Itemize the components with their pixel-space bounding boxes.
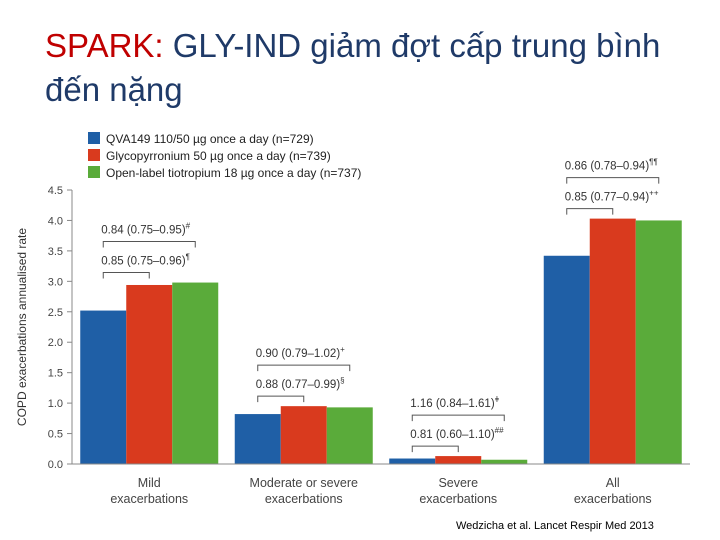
y-tick-label: 0.5 <box>48 429 63 441</box>
y-tick-label: 3.0 <box>48 276 63 288</box>
legend-label-2: Glycopyrronium 50 µg once a day (n=739) <box>106 149 331 163</box>
bar-series1-cat3 <box>389 458 436 464</box>
rate-ratio-label-6: 0.81 (0.60–1.10)## <box>410 426 504 441</box>
rate-ratio-label-1: 0.84 (0.75–0.95)# <box>101 222 190 237</box>
comparison-bracket-3 <box>257 364 351 372</box>
rate-ratio-label-5: 1.16 (0.84–1.61)ǂ <box>410 395 499 410</box>
significance-mark-4: § <box>340 376 344 385</box>
rate-ratio-label-4: 0.88 (0.77–0.99)§ <box>256 376 345 391</box>
slide-title: SPARK: GLY-IND giảm đợt cấp trung bình đ… <box>45 24 705 112</box>
chart-legend: QVA149 110/50 µg once a day (n=729) Glyco… <box>88 132 361 180</box>
exacerbation-bar-chart: QVA149 110/50 µg once a day (n=729) Glyco… <box>15 132 690 506</box>
x-category-label: Moderate or severe <box>250 476 358 490</box>
y-axis-label: COPD exacerbations annualised rate <box>15 228 29 426</box>
significance-mark-3: + <box>340 345 345 354</box>
y-tick-label: 2.0 <box>48 337 63 349</box>
bar-series2-cat3 <box>435 456 482 464</box>
rate-ratio-label-8: 0.85 (0.77–0.94)++ <box>565 189 659 204</box>
y-tick-label: 1.5 <box>48 368 63 380</box>
significance-mark-6: ## <box>495 426 504 435</box>
rate-ratio-label-3: 0.90 (0.79–1.02)+ <box>256 345 345 360</box>
y-tick-label: 2.5 <box>48 307 63 319</box>
bar-series3-cat4 <box>635 220 682 464</box>
y-tick-label: 3.5 <box>48 246 63 258</box>
title-rest: GLY-IND giảm đợt cấp trung bình đến nặng <box>45 27 661 108</box>
y-tick-label: 1.0 <box>48 398 63 410</box>
bar-series3-cat2 <box>326 407 373 464</box>
y-tick-label: 4.5 <box>48 185 63 197</box>
significance-mark-2: ¶ <box>186 253 190 262</box>
x-category-label: Mild <box>138 476 161 490</box>
x-category-label: exacerbations <box>574 492 652 506</box>
x-category-label: exacerbations <box>265 492 343 506</box>
citation: Wedzicha et al. Lancet Respir Med 2013 <box>456 520 654 532</box>
x-category-label: Severe <box>438 476 478 490</box>
comparison-bracket-1 <box>102 241 196 248</box>
title-prefix: SPARK: <box>45 27 164 64</box>
comparison-bracket-6 <box>411 445 459 453</box>
legend-swatch-1 <box>88 132 100 144</box>
comparison-annotations: 0.85 (0.75–0.96)¶ 0.84 (0.75–0.95)# 0.88 (… <box>101 158 660 453</box>
bar-series3-cat1 <box>172 282 219 464</box>
x-category-label: exacerbations <box>110 492 188 506</box>
bar-series2-cat4 <box>589 218 636 464</box>
comparison-bracket-8 <box>566 208 614 215</box>
y-tick-label: 0.0 <box>48 459 63 471</box>
legend-label-3: Open-label tiotropium 18 µg once a day (… <box>106 166 361 180</box>
legend-swatch-2 <box>88 149 100 161</box>
rate-ratio-label-2: 0.85 (0.75–0.96)¶ <box>101 253 190 268</box>
y-tick-label: 4.0 <box>48 215 63 227</box>
legend-swatch-3 <box>88 166 100 178</box>
comparison-bracket-7 <box>566 177 660 184</box>
bar-group <box>80 218 682 464</box>
comparison-bracket-2 <box>102 272 150 279</box>
significance-mark-1: # <box>186 222 191 231</box>
rate-ratio-label-7: 0.86 (0.78–0.94)¶¶ <box>565 158 658 173</box>
legend-label-1: QVA149 110/50 µg once a day (n=729) <box>106 132 314 146</box>
comparison-bracket-5 <box>411 414 505 422</box>
bar-series2-cat1 <box>126 284 173 464</box>
x-category-label: exacerbations <box>419 492 497 506</box>
bar-series1-cat2 <box>234 414 281 464</box>
x-category-label: All <box>606 476 620 490</box>
bar-series1-cat1 <box>80 310 127 464</box>
significance-mark-8: ++ <box>649 189 659 198</box>
bar-series3-cat3 <box>481 459 528 464</box>
significance-mark-5: ǂ <box>495 395 500 404</box>
bar-series1-cat4 <box>543 255 590 464</box>
comparison-bracket-4 <box>257 395 305 403</box>
bar-series2-cat2 <box>280 406 327 464</box>
y-axis: 0.0 0.5 1.0 1.5 2.0 2.5 3.0 3.5 4.0 4.5 COPD exace… <box>15 185 73 471</box>
x-axis: Mild exacerbations Moderate or severe exace… <box>72 463 690 506</box>
significance-mark-7: ¶¶ <box>649 158 658 167</box>
